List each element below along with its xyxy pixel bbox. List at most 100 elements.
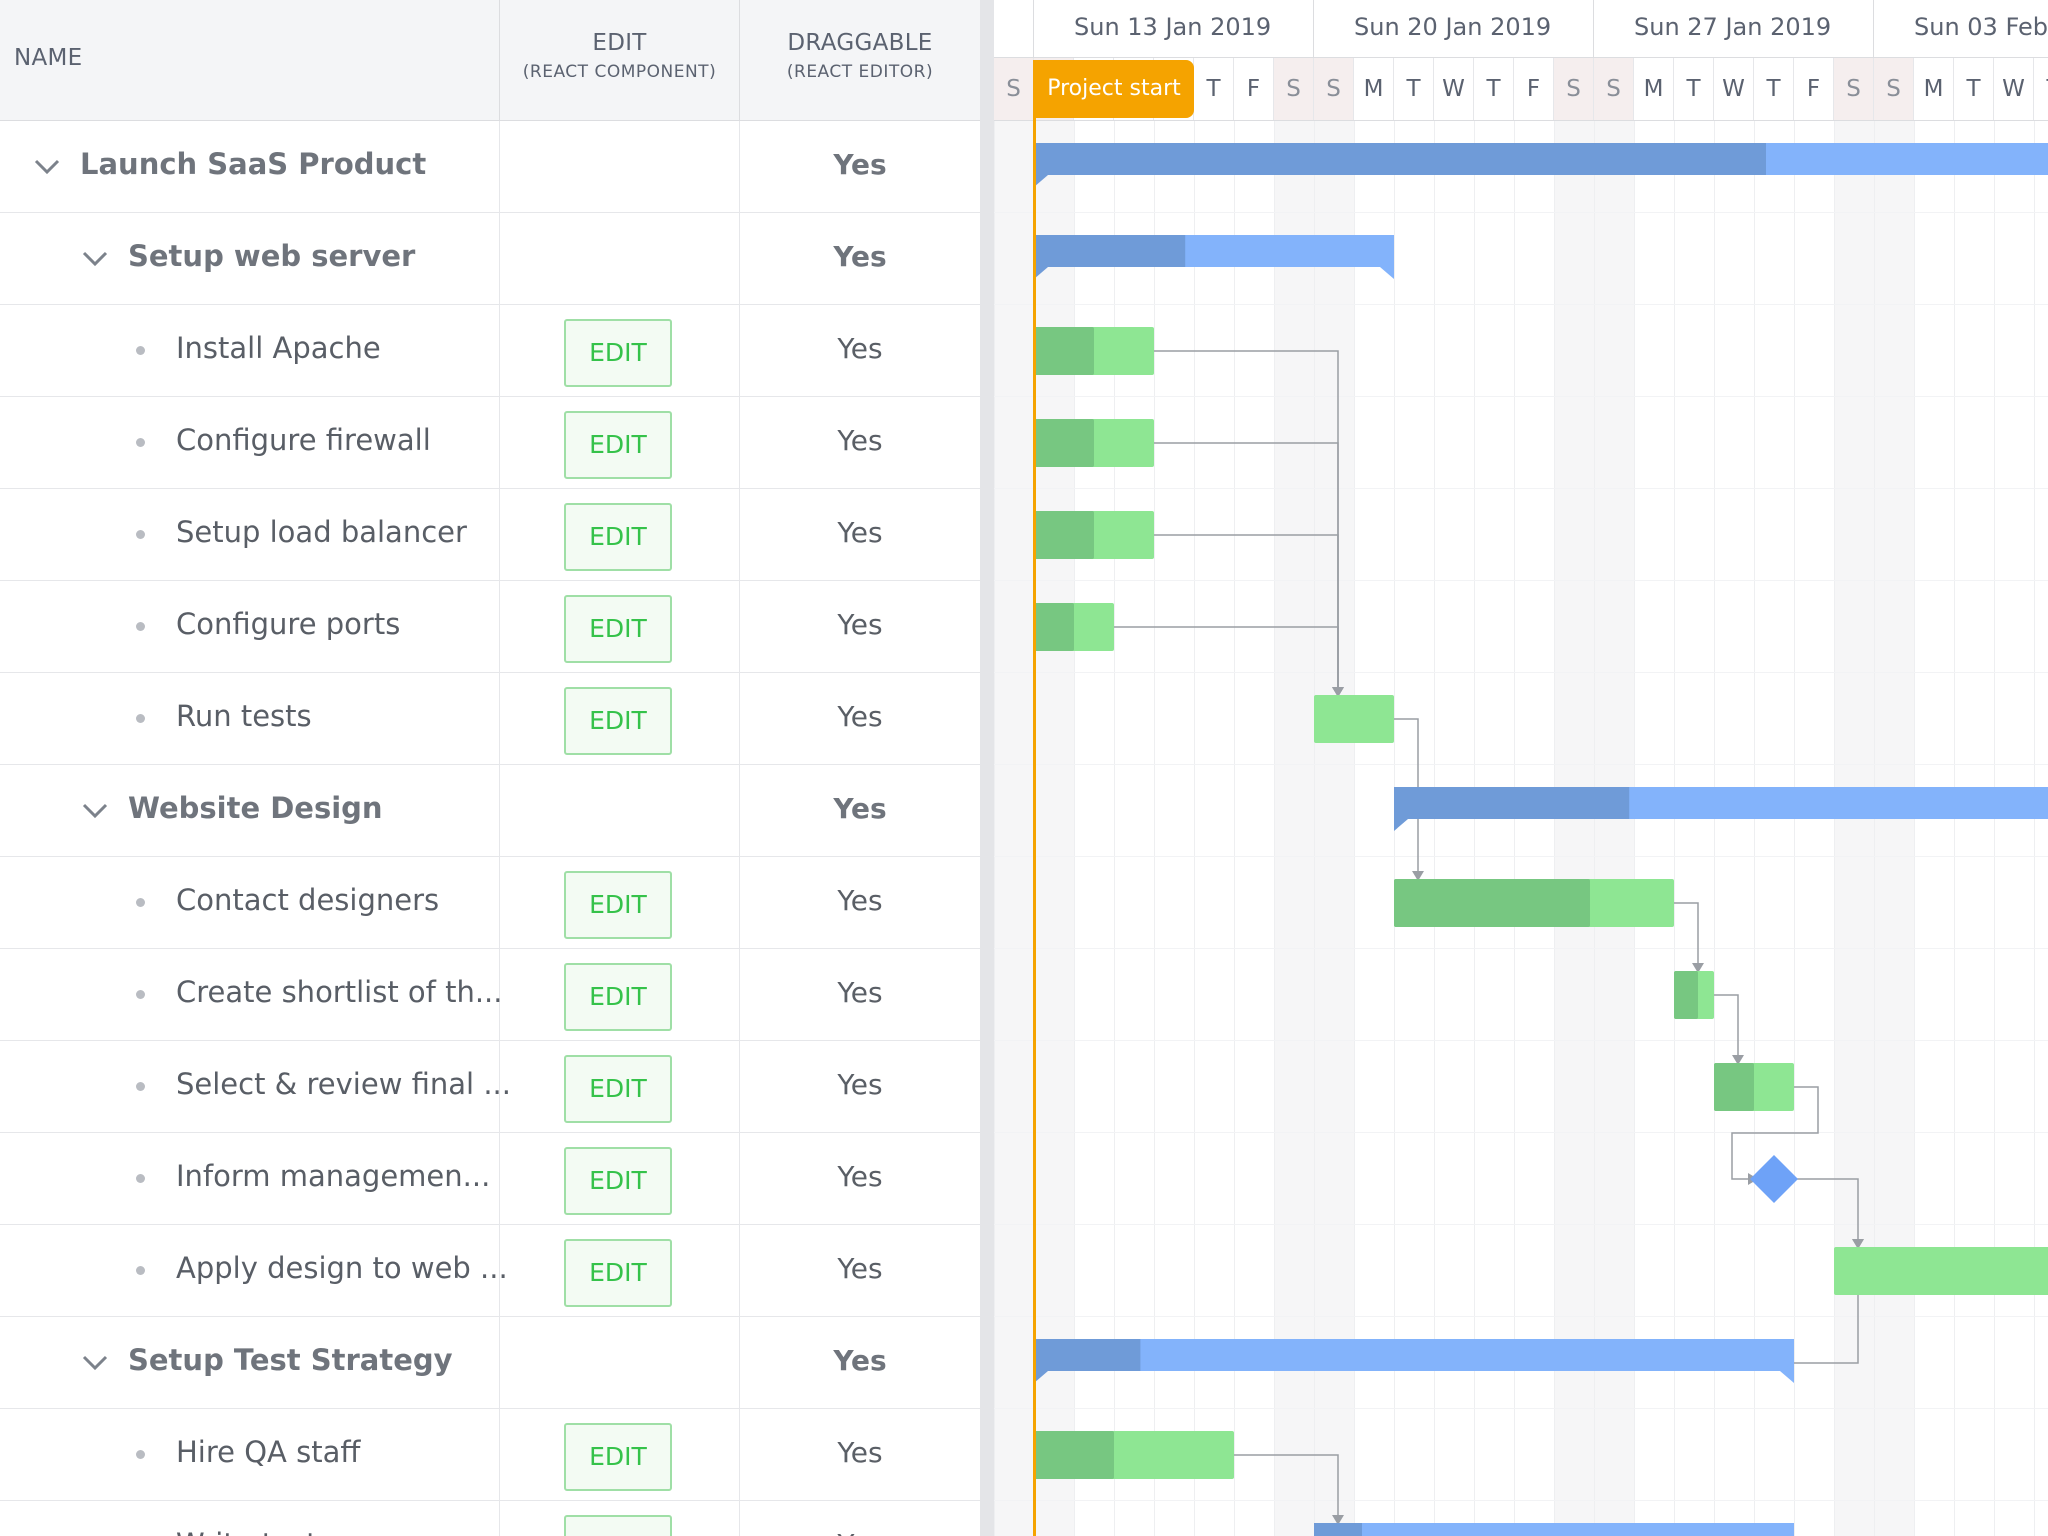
parent-bar-end-cap <box>1780 1371 1794 1383</box>
parent-task-row[interactable]: Launch SaaS Product Yes <box>0 121 980 213</box>
edit-button[interactable]: EDIT <box>564 687 672 755</box>
edit-button[interactable]: EDIT <box>564 871 672 939</box>
task-row[interactable]: Inform managemen... EDIT Yes <box>0 1133 980 1225</box>
task-row[interactable]: Select & review final ... EDIT Yes <box>0 1041 980 1133</box>
task-name: Setup web server <box>128 239 416 273</box>
bullet-icon <box>136 530 145 539</box>
bullet-icon <box>136 990 145 999</box>
parent-bar-end-cap <box>1380 267 1394 279</box>
edit-button[interactable]: EDIT <box>564 503 672 571</box>
chevron-down-icon[interactable] <box>80 243 110 273</box>
weekend-shade <box>1314 121 1354 1536</box>
edit-button[interactable]: EDIT <box>564 1423 672 1491</box>
edit-column-subtitle: (REACT COMPONENT) <box>522 62 717 82</box>
edit-column-header[interactable]: EDIT (REACT COMPONENT) <box>500 0 740 120</box>
task-name: Apply design to web ... <box>176 1251 508 1285</box>
milestone-diamond[interactable] <box>1750 1155 1798 1203</box>
column-divider <box>739 1501 740 1536</box>
day-label: F <box>1794 58 1834 120</box>
parent-task-bar[interactable] <box>1314 1523 1794 1536</box>
task-row[interactable]: Hire QA staff EDIT Yes <box>0 1409 980 1501</box>
day-label: T <box>2034 58 2048 120</box>
bullet-icon <box>136 1450 145 1459</box>
column-divider <box>739 857 740 949</box>
task-row[interactable]: Configure firewall EDIT Yes <box>0 397 980 489</box>
splitter[interactable] <box>980 0 994 1536</box>
task-name: Configure firewall <box>176 423 431 457</box>
day-label: W <box>1994 58 2034 120</box>
column-divider <box>739 1225 740 1317</box>
bullet-icon <box>136 1266 145 1275</box>
parent-bar-start-cap <box>1394 819 1408 831</box>
draggable-value: Yes <box>740 1528 980 1536</box>
parent-task-bar[interactable] <box>1034 1339 1794 1371</box>
task-row[interactable]: Install Apache EDIT Yes <box>0 305 980 397</box>
day-label: W <box>1714 58 1754 120</box>
bullet-icon <box>136 346 145 355</box>
task-name: Setup load balancer <box>176 515 467 549</box>
draggable-value: Yes <box>837 424 883 457</box>
task-progress <box>1034 1431 1114 1479</box>
draggable-column-subtitle: (REACT EDITOR) <box>786 62 934 82</box>
column-divider <box>739 581 740 673</box>
task-row[interactable]: Apply design to web ... EDIT Yes <box>0 1225 980 1317</box>
day-label: T <box>1474 58 1514 120</box>
bullet-icon <box>136 1174 145 1183</box>
bullet-icon <box>136 1082 145 1091</box>
draggable-column-header[interactable]: DRAGGABLE (REACT EDITOR) <box>740 0 980 120</box>
task-row[interactable]: Contact designers EDIT Yes <box>0 857 980 949</box>
edit-button[interactable]: EDIT <box>564 319 672 387</box>
weekend-shade <box>1274 121 1314 1536</box>
dependency-line <box>1714 994 1739 1065</box>
edit-button[interactable]: EDIT <box>564 1147 672 1215</box>
chevron-down-icon[interactable] <box>80 1347 110 1377</box>
edit-button[interactable]: EDIT <box>564 1239 672 1307</box>
weekend-shade <box>1834 121 1874 1536</box>
column-divider <box>739 1409 740 1501</box>
column-divider <box>499 673 500 765</box>
chevron-down-icon[interactable] <box>80 795 110 825</box>
edit-button[interactable]: EDIT <box>564 1515 672 1536</box>
column-divider <box>739 121 740 213</box>
column-divider <box>739 305 740 397</box>
project-start-flag[interactable]: Project start <box>1034 60 1194 118</box>
task-progress <box>1034 603 1074 651</box>
column-divider <box>499 489 500 581</box>
edit-button[interactable]: EDIT <box>564 411 672 479</box>
task-row[interactable]: Setup load balancer EDIT Yes <box>0 489 980 581</box>
task-row[interactable]: Write test ... EDIT Yes <box>0 1501 980 1536</box>
task-row[interactable]: Create shortlist of th... EDIT Yes <box>0 949 980 1041</box>
day-label: S <box>1314 58 1354 120</box>
chevron-down-icon[interactable] <box>32 151 62 181</box>
edit-button[interactable]: EDIT <box>564 963 672 1031</box>
parent-task-row[interactable]: Setup web server Yes <box>0 213 980 305</box>
project-start-line <box>1033 60 1036 1536</box>
task-progress <box>1714 1063 1754 1111</box>
task-row[interactable]: Run tests EDIT Yes <box>0 673 980 765</box>
task-bar[interactable] <box>1834 1247 2048 1295</box>
edit-button[interactable]: EDIT <box>564 595 672 663</box>
task-name: Install Apache <box>176 331 381 365</box>
weekend-shade <box>994 121 1034 1536</box>
weekend-shade <box>1874 121 1914 1536</box>
task-bar[interactable] <box>1314 695 1394 743</box>
dependency-arrow <box>1332 687 1344 697</box>
dependency-line <box>1731 1086 1819 1180</box>
dependency-arrow <box>1852 1239 1864 1249</box>
draggable-value: Yes <box>833 240 887 273</box>
column-divider <box>739 1317 740 1409</box>
edit-button[interactable]: EDIT <box>564 1055 672 1123</box>
week-label: Sun 20 Jan 2019 <box>1314 0 1594 57</box>
parent-task-row[interactable]: Website Design Yes <box>0 765 980 857</box>
name-column-header[interactable]: NAME <box>0 0 500 120</box>
draggable-value: Yes <box>837 884 883 917</box>
task-grid: NAME EDIT (REACT COMPONENT) DRAGGABLE (R… <box>0 0 980 1536</box>
parent-task-row[interactable]: Setup Test Strategy Yes <box>0 1317 980 1409</box>
task-name: Run tests <box>176 699 312 733</box>
day-label: M <box>1354 58 1394 120</box>
task-row[interactable]: Configure ports EDIT Yes <box>0 581 980 673</box>
column-divider <box>739 949 740 1041</box>
column-divider <box>499 121 500 213</box>
column-divider <box>499 1225 500 1317</box>
day-label: M <box>1634 58 1674 120</box>
